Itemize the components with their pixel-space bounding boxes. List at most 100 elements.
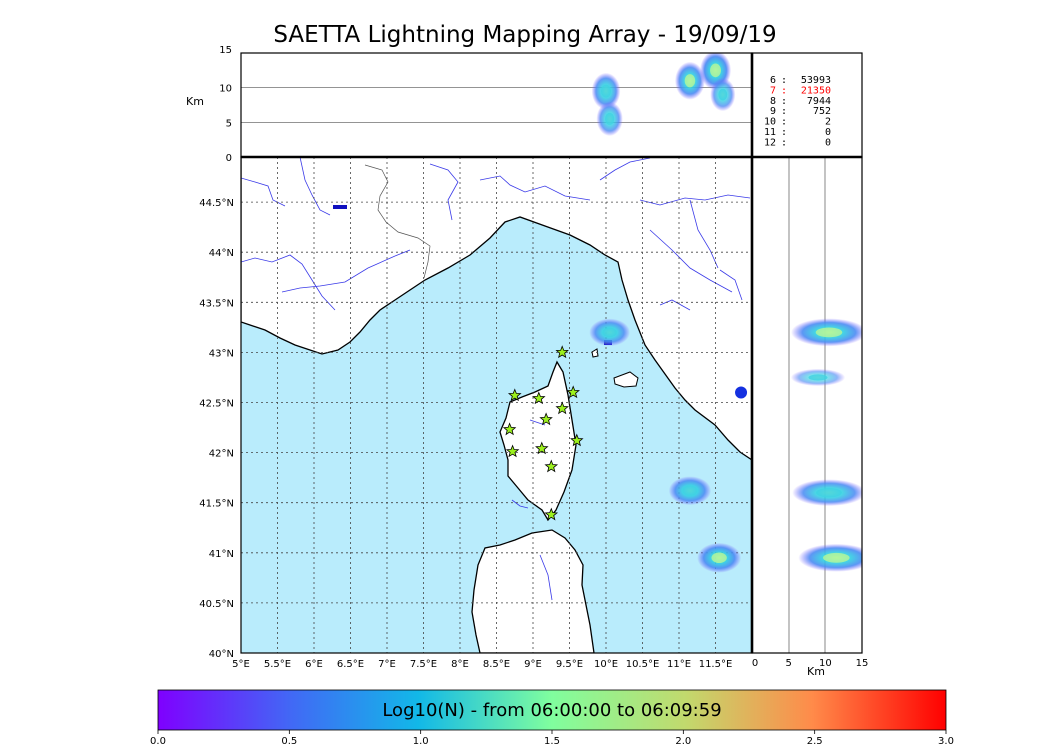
right-x-tick-label: 15 [856, 658, 869, 669]
map-x-ticks: 5°E 5.5°E 6°E 6.5°E 7°E 7.5°E 8°E 8.5°E 9°E 9.5°E… [232, 659, 732, 670]
stats-row-label: 8 [770, 96, 776, 107]
rivers [241, 157, 751, 601]
map-x-tick-label: 7°E [378, 659, 396, 670]
right-cluster-core [823, 552, 850, 563]
right-x-tick-label: 5 [785, 658, 791, 669]
stats-row-label: 11 [764, 127, 776, 138]
map-x-tick-label: 10°E [594, 659, 618, 670]
station-star [507, 388, 522, 402]
map-x-tick-label: 8.5°E [483, 659, 510, 670]
top-cluster-core [710, 63, 721, 78]
map-y-tick-label: 44.5°N [199, 198, 234, 209]
colorbar-ticks: 0.0 0.5 1.0 1.5 2.0 2.5 3.0 [150, 730, 954, 747]
stats-row-value: 0 [825, 127, 831, 138]
station-star [555, 401, 569, 415]
stats-row-colon: : [781, 96, 787, 107]
stats-row-colon: : [781, 75, 787, 86]
top-ylabel: Km [186, 95, 204, 108]
stats-row-value: 21350 [801, 85, 831, 96]
map-lightning-clusters [589, 318, 748, 573]
sardinia-island [471, 529, 595, 653]
colorbar: 0.0 0.5 1.0 1.5 2.0 2.5 3.0 [150, 689, 954, 747]
station-star [544, 459, 559, 473]
colorbar-tick-label: 0.0 [150, 736, 166, 747]
station-star [532, 391, 546, 405]
stats-row-colon: : [781, 106, 787, 117]
station-star [544, 507, 559, 521]
right-xlabel: Km [807, 665, 825, 678]
map-x-tick-label: 6°E [305, 659, 323, 670]
map-x-tick-label: 11.5°E [699, 659, 733, 670]
map-y-tick-label: 41.5°N [199, 499, 234, 510]
top-cluster-core [605, 112, 615, 125]
right-x-tick-label: 0 [752, 658, 758, 669]
right-x-tick-label: 10 [819, 658, 832, 669]
map-cluster [735, 386, 748, 399]
stats-panel: 6: 53993 7: 21350 8: 7944 9: 752 10: 2 11: 0 12: 0 [751, 52, 863, 158]
elba-island [613, 371, 639, 388]
top-y-tick-label: 10 [219, 84, 232, 95]
right-cluster-core [815, 327, 843, 338]
top-y-ticks: 0 5 10 15 [219, 45, 232, 164]
altitude-longitude-panel: 0 5 10 15 Km [186, 45, 753, 164]
colorbar-tick-label: 0.5 [281, 736, 297, 747]
colorbar-tick-label: 2.0 [675, 736, 691, 747]
stats-row-label: 10 [764, 117, 776, 128]
corsica-island [499, 360, 577, 522]
right-cluster-core [808, 374, 828, 381]
map-y-tick-label: 40.5°N [199, 599, 234, 610]
map-x-tick-label: 5°E [232, 659, 250, 670]
top-cluster-core [684, 74, 696, 88]
map-cluster-core [682, 485, 698, 496]
right-lightning-clusters [790, 318, 862, 572]
map-x-tick-label: 7.5°E [410, 659, 437, 670]
stats-row-value: 53993 [801, 75, 831, 86]
colorbar-label: Log10(N) - from 06:00:00 to 06:09:59 [382, 700, 722, 721]
map-y-tick-label: 44°N [209, 248, 234, 259]
top-lightning-clusters [591, 53, 736, 137]
map-y-tick-label: 42.5°N [199, 398, 234, 409]
stats-row-value: 0 [825, 137, 831, 148]
map-y-tick-label: 41°N [209, 549, 234, 560]
map-x-tick-label: 6.5°E [337, 659, 364, 670]
stats-row-colon: : [781, 137, 787, 148]
map-y-tick-label: 43°N [209, 348, 234, 359]
top-y-tick-label: 5 [226, 118, 232, 129]
map-panel: 5°E 5.5°E 6°E 6.5°E 7°E 7.5°E 8°E 8.5°E 9°E 9.5°E… [199, 156, 753, 670]
stats-row-label: 6 [770, 75, 776, 86]
map-x-tick-label: 8°E [451, 659, 469, 670]
stats-rows: 6: 53993 7: 21350 8: 7944 9: 752 10: 2 11: 0 12: 0 [764, 75, 831, 148]
top-y-tick-label: 15 [219, 45, 232, 56]
stats-row-label: 12 [764, 137, 776, 148]
map-x-tick-label: 9.5°E [556, 659, 583, 670]
latitude-altitude-panel: 0 5 10 15 Km [751, 156, 869, 678]
stats-row-value: 2 [825, 117, 831, 128]
stats-row-label: 9 [770, 106, 776, 117]
top-y-tick-label: 0 [226, 153, 232, 164]
map-cluster-core [711, 552, 727, 564]
map-x-tick-label: 9°E [524, 659, 542, 670]
station-star [505, 444, 520, 458]
stats-row-label: 7 [770, 85, 776, 96]
station-star [502, 422, 517, 436]
station-star [566, 385, 580, 399]
map-y-ticks: 40°N 40.5°N 41°N 41.5°N 42°N 42.5°N 43°N 43.5°N… [199, 198, 234, 660]
station-star [535, 441, 549, 455]
stats-row-value: 7944 [807, 96, 831, 107]
stats-row-colon: : [781, 127, 787, 138]
map-x-tick-label: 5.5°E [264, 659, 291, 670]
right-x-ticks: 0 5 10 15 [752, 658, 869, 669]
station-star [570, 433, 584, 447]
capraia-island [591, 348, 599, 358]
map-x-tick-label: 10.5°E [626, 659, 660, 670]
stats-row-colon: : [781, 117, 787, 128]
stats-row-colon: : [781, 85, 787, 96]
colorbar-tick-label: 1.0 [413, 736, 429, 747]
colorbar-tick-label: 3.0 [938, 736, 954, 747]
map-cluster-core [602, 327, 617, 338]
right-cluster-core [816, 487, 842, 498]
map-stations [502, 345, 584, 521]
colorbar-tick-label: 2.5 [807, 736, 823, 747]
map-x-tick-label: 11°E [667, 659, 691, 670]
